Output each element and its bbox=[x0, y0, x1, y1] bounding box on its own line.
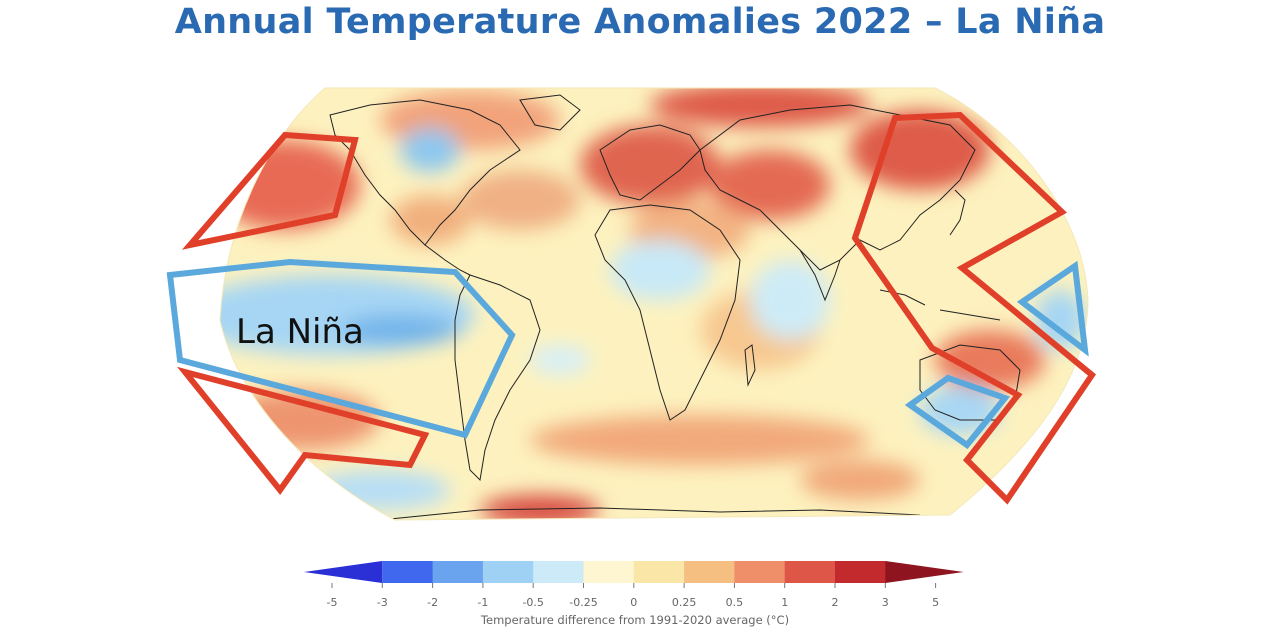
legend-tick-label: 0 bbox=[630, 596, 638, 609]
anomaly-field bbox=[220, 88, 1088, 520]
cool-outline-east-australia bbox=[904, 374, 1011, 450]
legend-tick-label: 5 bbox=[932, 596, 940, 609]
legend-swatch bbox=[304, 561, 383, 583]
warm-outlines bbox=[176, 111, 1097, 505]
cool-outline-la-nina bbox=[166, 258, 516, 439]
warm-outline-north-pacific bbox=[181, 131, 359, 250]
la-nina-label: La Niña bbox=[236, 312, 364, 352]
cool-outline-central-pacific bbox=[1016, 260, 1089, 357]
legend-tick-label: 0.5 bbox=[725, 596, 744, 609]
legend-swatch bbox=[633, 561, 685, 583]
legend-swatch bbox=[784, 561, 836, 583]
chart-title: Annual Temperature Anomalies 2022 – La N… bbox=[174, 2, 1106, 42]
legend-tick-label: -0.25 bbox=[569, 596, 598, 609]
legend-tick-label: 1 bbox=[781, 596, 789, 609]
legend-swatch bbox=[533, 561, 584, 583]
legend-tick-label: 0.25 bbox=[671, 596, 697, 609]
legend-swatch bbox=[835, 561, 886, 583]
warm-outline-south-pacific bbox=[176, 366, 430, 495]
legend-tick-label: -0.5 bbox=[522, 596, 544, 609]
legend-tick-label: 2 bbox=[831, 596, 839, 609]
legend-swatch bbox=[432, 561, 484, 583]
color-legend: -5 -3 -2 -1 -0.5 -0.25 0 0.25 0.5 1 2 3 5 Temperatur… bbox=[300, 556, 970, 641]
legend-swatch bbox=[382, 561, 434, 583]
legend-tick-label: -1 bbox=[477, 596, 489, 609]
legend-swatch bbox=[583, 561, 635, 583]
legend-swatch bbox=[734, 561, 786, 583]
legend-swatch bbox=[482, 561, 534, 583]
warm-outline-western-pacific bbox=[851, 111, 1097, 505]
legend-tick-label: -3 bbox=[376, 596, 388, 609]
legend-swatch bbox=[885, 561, 964, 583]
legend-tick-label: 3 bbox=[881, 596, 889, 609]
legend-swatch bbox=[684, 561, 735, 583]
cool-outlines bbox=[166, 258, 1089, 450]
legend-tick-label: -5 bbox=[326, 596, 338, 609]
legend-tick-label: -2 bbox=[427, 596, 439, 609]
legend-caption: Temperature difference from 1991-2020 av… bbox=[480, 613, 790, 627]
legend-colorbar bbox=[304, 561, 964, 588]
coastlines bbox=[329, 94, 1071, 520]
